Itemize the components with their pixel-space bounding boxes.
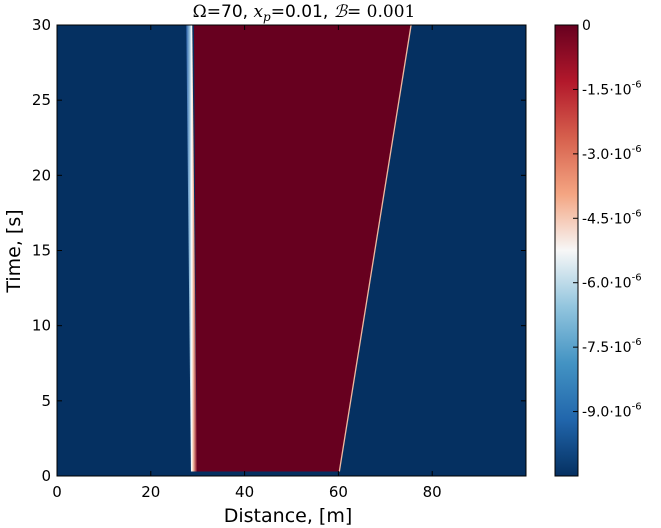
y-tick-label: 0 [41,467,51,485]
chart-title: Ω=70, xp=0.01, ℬ= 0.001 [193,2,416,24]
svg-text:Ω=70, xp=0.01, ℬ= 0.001: Ω=70, xp=0.01, ℬ= 0.001 [193,2,416,24]
x-tick-label: 20 [141,483,160,501]
y-tick-label: 15 [32,242,51,260]
colorbar-gradient [554,24,579,477]
colorbar-tick-exponent: -6 [632,337,642,348]
title-xp-symbol: x [253,2,263,22]
title-b-value: = 0.001 [347,2,415,22]
x-axis-label: Distance, [m] [224,505,353,527]
colorbar: 0 -1.5·10-6 -3.0·10-6 -4.5·10-6 -6.0·10-6 -7.… [554,18,642,477]
heatmap-front-line [186,25,197,472]
colorbar-tick-exponent: -6 [632,208,642,219]
title-xp-value: =0.01, [271,2,334,22]
colorbar-tick-label: -4.5·10-6 [582,208,642,227]
colorbar-tick-exponent: -6 [632,273,642,284]
x-tick-label: 80 [423,483,442,501]
y-tick-label: 10 [32,317,51,335]
title-xp-subscript: p [263,10,271,24]
colorbar-tick-label: 0 [582,18,591,34]
x-tick-label: 60 [329,483,348,501]
colorbar-tick-label: -3.0·10-6 [582,144,642,163]
colorbar-tick-label: -6.0·10-6 [582,273,642,292]
heatmap-plot [56,24,527,477]
title-omega-value: =70, [207,2,254,22]
x-tick-label: 40 [235,483,254,501]
colorbar-tick-exponent: -6 [632,144,642,155]
x-axis: 0 20 40 60 80 [52,25,442,501]
title-b-symbol: ℬ [334,2,349,22]
y-tick-label: 5 [41,392,51,410]
y-tick-label: 25 [32,91,51,109]
y-tick-label: 20 [32,166,51,184]
colorbar-tick-label: -7.5·10-6 [582,337,642,356]
colorbar-tick-label: -9.0·10-6 [582,402,642,421]
title-omega: Ω [193,2,207,22]
x-tick-label: 0 [52,483,62,501]
y-tick-label: 30 [32,16,51,34]
heatmap-region-edge [338,24,412,472]
y-axis: 0 5 10 15 20 25 30 [32,16,526,485]
colorbar-tick-label: -1.5·10-6 [582,79,642,98]
colorbar-tick-exponent: -6 [632,402,642,413]
y-axis-label: Time, [s] [3,209,25,293]
colorbar-tick-exponent: -6 [632,79,642,90]
